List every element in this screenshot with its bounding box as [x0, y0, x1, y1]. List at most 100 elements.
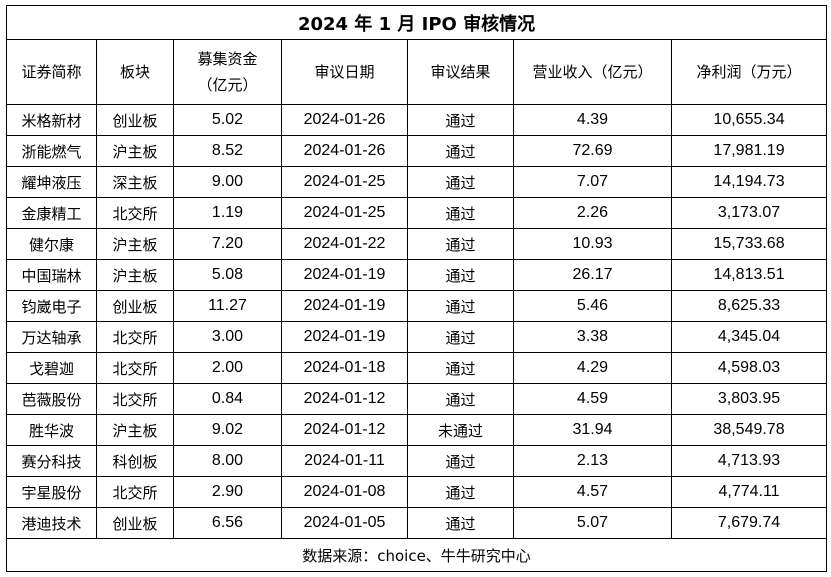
cell-security-name: 宇星股份	[6, 476, 97, 508]
table-row: 钧崴电子 创业板 11.27 2024-01-19 通过 5.46 8,625.33	[6, 290, 828, 322]
cell-review-date: 2024-01-12	[281, 414, 408, 446]
cell-net-profit: 4,598.03	[670, 352, 828, 384]
cell-security-name: 万达轴承	[6, 321, 97, 353]
cell-security-name: 中国瑞林	[6, 259, 97, 291]
cell-net-profit: 7,679.74	[670, 507, 828, 539]
cell-review-result: 通过	[407, 135, 514, 167]
cell-review-date: 2024-01-25	[281, 197, 408, 229]
header-net-profit: 净利润（万元）	[670, 39, 828, 105]
cell-review-result: 通过	[407, 228, 514, 260]
header-row: 证券简称 板块 募集资金 （亿元） 审议日期 审议结果 营业收入（亿元） 净利润（万元）	[6, 39, 828, 105]
cell-revenue: 31.94	[513, 414, 672, 446]
cell-revenue: 26.17	[513, 259, 672, 291]
cell-security-name: 米格新材	[6, 104, 97, 136]
table-title: 2024 年 1 月 IPO 审核情况	[5, 5, 828, 40]
cell-raised-funds: 11.27	[173, 290, 282, 322]
cell-board: 沪主板	[96, 228, 174, 260]
cell-revenue: 5.07	[513, 507, 672, 539]
table-row: 胜华波 沪主板 9.02 2024-01-12 未通过 31.94 38,549.78	[6, 414, 828, 446]
cell-raised-funds: 1.19	[173, 197, 282, 229]
cell-net-profit: 14,813.51	[670, 259, 828, 291]
table-body: 米格新材 创业板 5.02 2024-01-26 通过 4.39 10,655.34 浙能燃气…	[6, 104, 828, 539]
cell-board: 创业板	[96, 104, 174, 136]
header-revenue: 营业收入（亿元）	[513, 39, 672, 105]
cell-revenue: 10.93	[513, 228, 672, 260]
cell-board: 北交所	[96, 476, 174, 508]
cell-review-result: 通过	[407, 352, 514, 384]
cell-review-date: 2024-01-19	[281, 321, 408, 353]
cell-revenue: 4.39	[513, 104, 672, 136]
cell-raised-funds: 6.56	[173, 507, 282, 539]
cell-revenue: 72.69	[513, 135, 672, 167]
cell-board: 科创板	[96, 445, 174, 477]
cell-security-name: 胜华波	[6, 414, 97, 446]
cell-security-name: 芭薇股份	[6, 383, 97, 415]
header-review-date: 审议日期	[281, 39, 408, 105]
table-row: 赛分科技 科创板 8.00 2024-01-11 通过 2.13 4,713.93	[6, 445, 828, 477]
table-row: 万达轴承 北交所 3.00 2024-01-19 通过 3.38 4,345.04	[6, 321, 828, 353]
cell-net-profit: 15,733.68	[670, 228, 828, 260]
cell-net-profit: 3,803.95	[670, 383, 828, 415]
cell-net-profit: 3,173.07	[670, 197, 828, 229]
cell-net-profit: 14,194.73	[670, 166, 828, 198]
cell-review-result: 通过	[407, 166, 514, 198]
cell-net-profit: 10,655.34	[670, 104, 828, 136]
header-review-result: 审议结果	[407, 39, 514, 105]
cell-raised-funds: 5.02	[173, 104, 282, 136]
cell-review-date: 2024-01-19	[281, 259, 408, 291]
cell-raised-funds: 9.00	[173, 166, 282, 198]
cell-revenue: 4.57	[513, 476, 672, 508]
cell-raised-funds: 9.02	[173, 414, 282, 446]
cell-board: 北交所	[96, 197, 174, 229]
cell-net-profit: 38,549.78	[670, 414, 828, 446]
cell-review-date: 2024-01-05	[281, 507, 408, 539]
cell-revenue: 2.26	[513, 197, 672, 229]
cell-review-date: 2024-01-25	[281, 166, 408, 198]
cell-net-profit: 17,981.19	[670, 135, 828, 167]
cell-revenue: 4.59	[513, 383, 672, 415]
cell-board: 沪主板	[96, 259, 174, 291]
cell-raised-funds: 8.00	[173, 445, 282, 477]
cell-security-name: 耀坤液压	[6, 166, 97, 198]
table-row: 金康精工 北交所 1.19 2024-01-25 通过 2.26 3,173.07	[6, 197, 828, 229]
cell-review-result: 未通过	[407, 414, 514, 446]
cell-board: 北交所	[96, 352, 174, 384]
cell-net-profit: 4,345.04	[670, 321, 828, 353]
cell-revenue: 5.46	[513, 290, 672, 322]
cell-net-profit: 8,625.33	[670, 290, 828, 322]
cell-review-result: 通过	[407, 104, 514, 136]
cell-review-result: 通过	[407, 321, 514, 353]
cell-revenue: 7.07	[513, 166, 672, 198]
cell-revenue: 3.38	[513, 321, 672, 353]
cell-review-result: 通过	[407, 383, 514, 415]
table-row: 戈碧迦 北交所 2.00 2024-01-18 通过 4.29 4,598.03	[6, 352, 828, 384]
cell-review-date: 2024-01-12	[281, 383, 408, 415]
cell-raised-funds: 3.00	[173, 321, 282, 353]
cell-net-profit: 4,713.93	[670, 445, 828, 477]
cell-review-date: 2024-01-11	[281, 445, 408, 477]
table-row: 米格新材 创业板 5.02 2024-01-26 通过 4.39 10,655.34	[6, 104, 828, 136]
cell-raised-funds: 0.84	[173, 383, 282, 415]
table-row: 中国瑞林 沪主板 5.08 2024-01-19 通过 26.17 14,813.51	[6, 259, 828, 291]
cell-board: 创业板	[96, 290, 174, 322]
cell-review-date: 2024-01-08	[281, 476, 408, 508]
cell-board: 深主板	[96, 166, 174, 198]
cell-review-result: 通过	[407, 507, 514, 539]
table-row: 宇星股份 北交所 2.90 2024-01-08 通过 4.57 4,774.11	[6, 476, 828, 508]
cell-review-date: 2024-01-26	[281, 104, 408, 136]
cell-net-profit: 4,774.11	[670, 476, 828, 508]
table-row: 浙能燃气 沪主板 8.52 2024-01-26 通过 72.69 17,981.19	[6, 135, 828, 167]
cell-security-name: 浙能燃气	[6, 135, 97, 167]
cell-raised-funds: 7.20	[173, 228, 282, 260]
cell-review-result: 通过	[407, 259, 514, 291]
cell-security-name: 金康精工	[6, 197, 97, 229]
cell-security-name: 钧崴电子	[6, 290, 97, 322]
ipo-review-table-container: 2024 年 1 月 IPO 审核情况 证券简称 板块 募集资金 （亿元） 审议日期 审议…	[5, 5, 828, 572]
cell-board: 沪主板	[96, 414, 174, 446]
cell-board: 北交所	[96, 321, 174, 353]
cell-revenue: 4.29	[513, 352, 672, 384]
source-note: 数据来源：choice、牛牛研究中心	[5, 538, 828, 572]
cell-raised-funds: 5.08	[173, 259, 282, 291]
cell-review-result: 通过	[407, 445, 514, 477]
cell-security-name: 健尔康	[6, 228, 97, 260]
